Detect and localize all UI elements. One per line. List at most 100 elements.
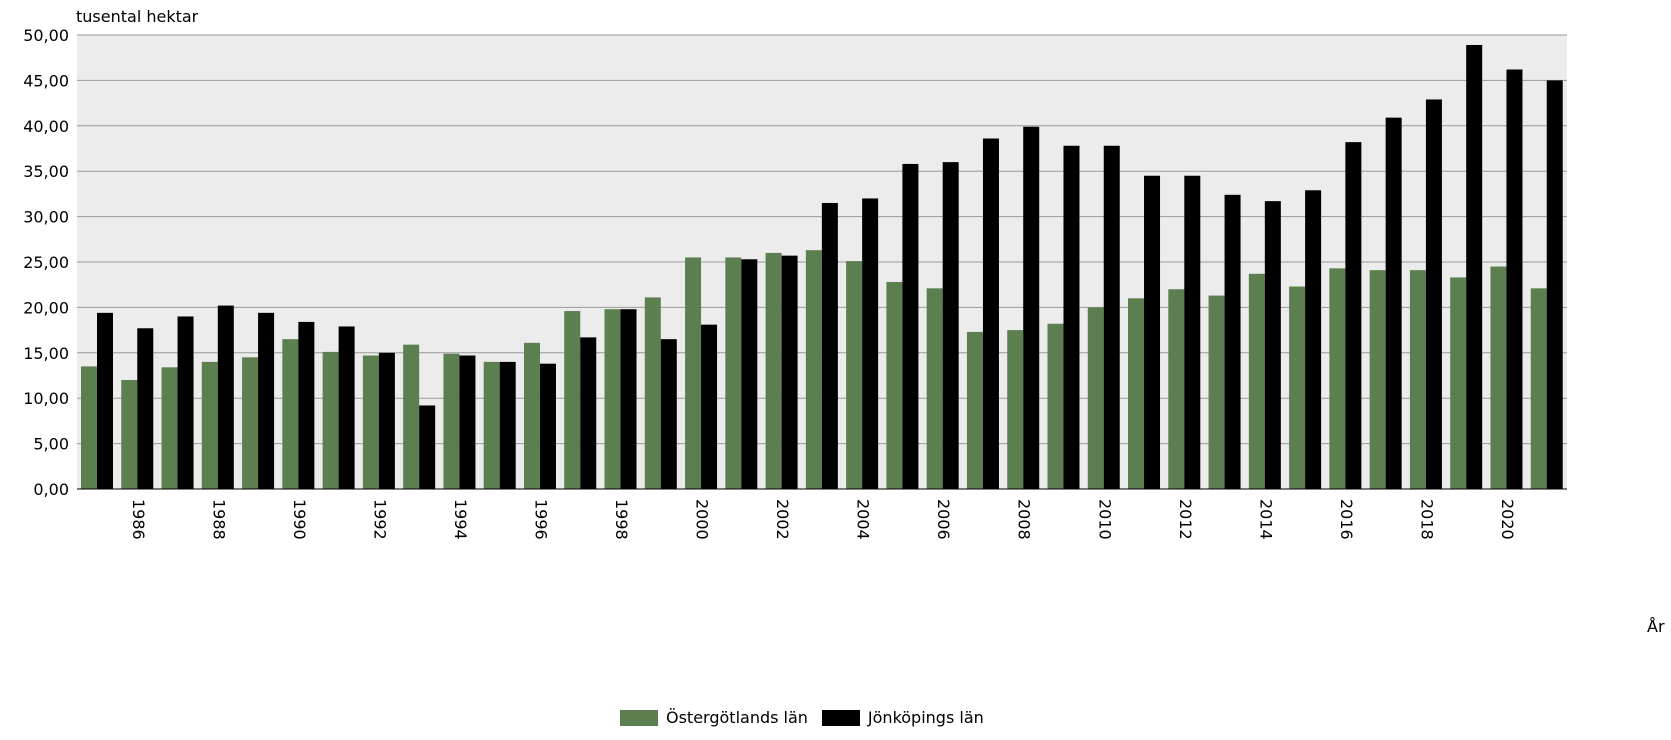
- legend-swatch-jonkoping: [821, 709, 860, 726]
- y-axis-label: tusental hektar: [76, 7, 199, 26]
- y-tick-label: 50,00: [23, 26, 69, 45]
- y-tick-label: 40,00: [23, 117, 69, 136]
- x-axis-ticks: 1986 1988 1990 1992 1994 1996 1998 2000 2002 2004…: [129, 499, 1517, 540]
- y-tick-label: 0,00: [33, 480, 69, 499]
- x-tick-label: 2004: [854, 499, 873, 540]
- bar-ostergotland-2014: [1248, 273, 1265, 489]
- bar-jonkoping-2008: [1023, 126, 1040, 489]
- legend: Östergötlands län Jönköpings län: [620, 708, 998, 727]
- bar-jonkoping-2000: [701, 324, 718, 489]
- legend-item-jonkoping: Jönköpings län: [821, 708, 984, 727]
- legend-item-ostergotland: Östergötlands län: [620, 708, 808, 727]
- bar-ostergotland-1997: [564, 311, 581, 489]
- x-tick-label: 1988: [209, 499, 228, 540]
- bar-ostergotland-2012: [1168, 289, 1185, 489]
- bar-ostergotland-1985: [81, 366, 97, 489]
- x-tick-label: 2014: [1256, 499, 1275, 540]
- bar-jonkoping-1990: [298, 321, 315, 489]
- y-tick-label: 25,00: [23, 253, 69, 272]
- bar-jonkoping-2001: [741, 259, 758, 489]
- bar-jonkoping-2012: [1184, 175, 1201, 490]
- bar-jonkoping-2013: [1224, 194, 1241, 490]
- bar-jonkoping-1987: [177, 316, 194, 489]
- bar-ostergotland-1999: [644, 297, 661, 489]
- x-tick-label: 2020: [1498, 499, 1517, 540]
- bar-jonkoping-2016: [1345, 142, 1362, 490]
- bar-ostergotland-2003: [805, 250, 822, 489]
- bar-ostergotland-2001: [725, 257, 742, 489]
- bar-ostergotland-1989: [242, 357, 259, 489]
- bar-ostergotland-2007: [966, 331, 983, 489]
- bar-ostergotland-1990: [282, 339, 299, 489]
- bar-ostergotland-1986: [121, 380, 138, 489]
- bar-jonkoping-2019: [1466, 44, 1483, 489]
- x-tick-label: 2012: [1176, 499, 1195, 540]
- legend-label-ostergotland: Östergötlands län: [666, 708, 808, 727]
- bar-jonkoping-1993: [419, 405, 436, 489]
- bar-ostergotland-1993: [403, 344, 420, 489]
- bar-jonkoping-2005: [902, 163, 919, 489]
- bar-ostergotland-2004: [846, 261, 863, 489]
- bar-jonkoping-2004: [862, 198, 879, 489]
- bar-jonkoping-1996: [539, 363, 556, 489]
- bar-jonkoping-2020: [1506, 69, 1523, 489]
- bar-ostergotland-1996: [523, 342, 540, 489]
- bar-jonkoping-2021: [1546, 80, 1563, 490]
- bar-ostergotland-1995: [483, 361, 500, 489]
- bar-ostergotland-1991: [322, 351, 339, 489]
- bar-ostergotland-2015: [1289, 286, 1306, 489]
- bar-ostergotland-1994: [443, 353, 460, 489]
- x-tick-label: 2006: [934, 499, 953, 540]
- y-tick-label: 10,00: [23, 389, 69, 408]
- x-axis-title: År: [1647, 617, 1665, 636]
- x-tick-label: 2018: [1417, 499, 1436, 540]
- bar-jonkoping-2010: [1103, 145, 1120, 489]
- bar-jonkoping-1988: [217, 305, 234, 489]
- bar-ostergotland-1992: [362, 355, 379, 489]
- bar-ostergotland-2021: [1530, 288, 1547, 489]
- bar-jonkoping-1991: [338, 326, 355, 489]
- bar-jonkoping-2011: [1144, 175, 1161, 490]
- y-tick-label: 45,00: [23, 71, 69, 90]
- y-tick-label: 5,00: [33, 435, 69, 454]
- bar-ostergotland-2000: [685, 257, 702, 489]
- bar-jonkoping-1998: [620, 309, 637, 489]
- bar-ostergotland-1998: [604, 309, 621, 489]
- x-tick-label: 1986: [129, 499, 148, 540]
- bar-chart: 0,00 5,00 10,00 15,00 20,00 25,00 30,00 35,00 40…: [23, 7, 1665, 636]
- bar-jonkoping-2006: [942, 162, 959, 489]
- bar-ostergotland-2016: [1329, 268, 1346, 489]
- bar-jonkoping-1999: [660, 339, 677, 489]
- legend-label-jonkoping: Jönköpings län: [867, 708, 984, 727]
- bar-jonkoping-2007: [982, 138, 999, 489]
- bar-jonkoping-1989: [258, 312, 275, 489]
- bar-ostergotland-2019: [1450, 277, 1467, 489]
- x-tick-label: 2002: [773, 499, 792, 540]
- bar-jonkoping-2003: [821, 202, 838, 490]
- y-tick-label: 30,00: [23, 208, 69, 227]
- x-tick-label: 1990: [290, 499, 309, 540]
- bar-jonkoping-1994: [459, 355, 476, 489]
- bar-ostergotland-2010: [1087, 307, 1104, 489]
- y-tick-label: 35,00: [23, 162, 69, 181]
- bar-ostergotland-2009: [1047, 323, 1064, 489]
- bar-jonkoping-2002: [781, 255, 798, 489]
- x-tick-label: 2000: [693, 499, 712, 540]
- bar-jonkoping-2015: [1305, 190, 1322, 489]
- bar-ostergotland-2017: [1369, 270, 1386, 489]
- x-tick-label: 2008: [1015, 499, 1034, 540]
- x-tick-label: 1994: [451, 499, 470, 540]
- bar-ostergotland-2020: [1490, 266, 1507, 489]
- bar-ostergotland-2013: [1208, 295, 1225, 489]
- bar-ostergotland-2008: [1007, 330, 1024, 489]
- bar-ostergotland-1988: [201, 361, 218, 489]
- bar-jonkoping-1997: [580, 337, 597, 489]
- bar-jonkoping-2018: [1425, 99, 1442, 489]
- bar-jonkoping-1985: [97, 312, 113, 489]
- bar-jonkoping-2009: [1063, 145, 1080, 489]
- legend-swatch-ostergotland: [620, 709, 658, 726]
- bars: [81, 44, 1563, 490]
- bar-ostergotland-2006: [926, 288, 943, 489]
- bar-ostergotland-2011: [1128, 298, 1145, 489]
- bar-jonkoping-2017: [1385, 117, 1402, 490]
